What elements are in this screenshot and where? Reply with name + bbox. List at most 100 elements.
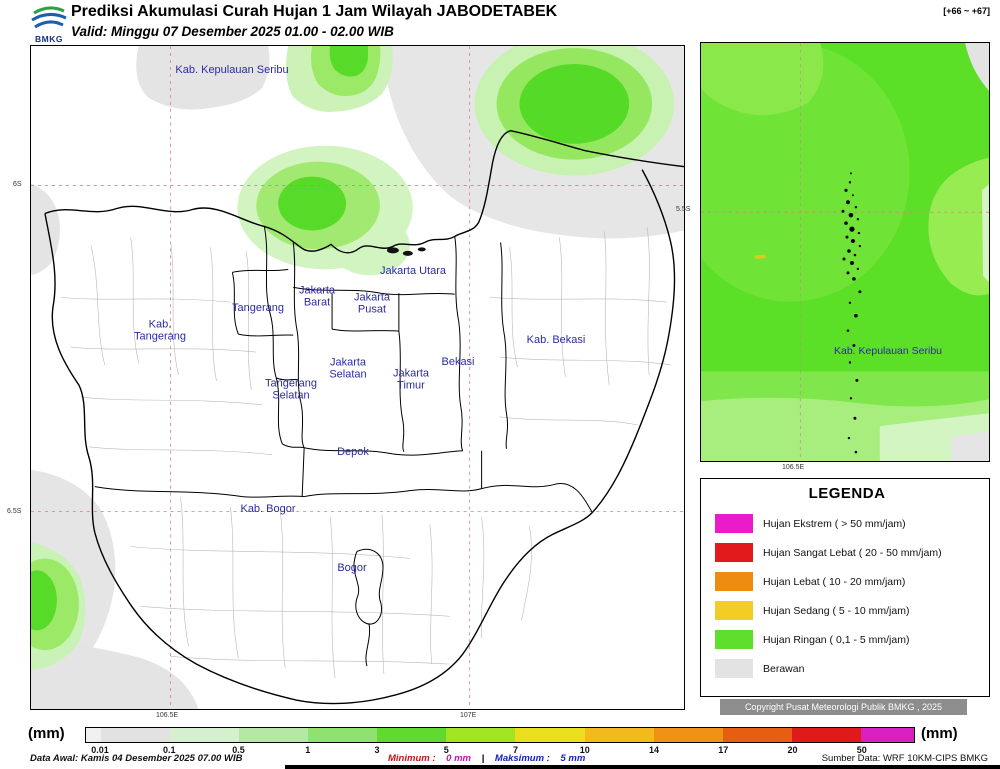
coastal-features — [386, 247, 426, 256]
maksimum-value: 5 mm — [560, 753, 586, 764]
legend-title: LEGENDA — [808, 485, 886, 502]
colorbar-tick-label: 5 — [443, 745, 449, 755]
colorbar-segment — [860, 728, 914, 742]
colorbar-segment — [515, 728, 585, 742]
maksimum-label: Maksimum : — [494, 753, 550, 764]
legend-items: Hujan Ekstrem ( > 50 mm/jam) Hujan Sangat… — [715, 509, 979, 683]
rain-patches — [31, 46, 684, 709]
lat-tick-label: 6.5S — [7, 508, 22, 515]
region-label: Kab. Bekasi — [526, 333, 586, 346]
lat-tick-label: 5.5S — [676, 206, 691, 213]
colorbar-tick-label: 0.1 — [163, 745, 176, 755]
header: BMKG Prediksi Akumulasi Curah Hujan 1 Ja… — [0, 0, 1000, 45]
valid-subtitle: Valid: Minggu 07 Desember 2025 01.00 - 0… — [71, 24, 394, 39]
legend-color-swatch — [715, 572, 753, 591]
legend-item: Hujan Lebat ( 10 - 20 mm/jam) — [715, 567, 979, 596]
forecast-window: [+66 ~ +67] — [943, 6, 990, 16]
colorbar-segment — [86, 728, 102, 742]
legend-item: Hujan Sangat Lebat ( 20 - 50 mm/jam) — [715, 538, 979, 567]
graticule-lines — [31, 46, 684, 709]
colorbar-tick-label: 17 — [718, 745, 729, 755]
lon-tick-label: 106.5E — [782, 464, 805, 471]
lon-tick-label: 107E — [460, 712, 477, 719]
page-title: Prediksi Akumulasi Curah Hujan 1 Jam Wil… — [71, 3, 558, 20]
legend-item: Hujan Ekstrem ( > 50 mm/jam) — [715, 509, 979, 538]
colorbar-tick-label: 14 — [649, 745, 660, 755]
bmkg-logo: BMKG — [26, 2, 72, 46]
colorbar-ticks: 0.01 0.1 0.5 1 3 5 7 10 14 17 20 50 — [85, 745, 915, 757]
colorbar-tick-label: 50 — [856, 745, 867, 755]
data-awal-text: Data Awal: Kamis 04 Desember 2025 07.00 … — [30, 753, 243, 764]
bmkg-logo-text: BMKG — [35, 34, 63, 44]
colorbar-segment — [239, 728, 309, 742]
minimum-label: Minimum : — [388, 753, 436, 764]
region-label: Bogor — [337, 561, 367, 574]
legend-color-swatch — [715, 514, 753, 533]
region-label: Kab. Kepulauan Seribu — [175, 63, 289, 76]
inset-map — [700, 42, 990, 462]
lat-tick-label: 6S — [13, 181, 22, 188]
legend-item-label: Hujan Ekstrem ( > 50 mm/jam) — [763, 517, 906, 530]
colorbar-segment — [653, 728, 723, 742]
legend-item-label: Berawan — [763, 662, 805, 675]
region-label: Tangerang — [232, 301, 284, 314]
minmax-text: Minimum : 0 mm | Maksimum : 5 mm — [388, 753, 585, 764]
legend-item: Berawan — [715, 654, 979, 683]
legend-panel: LEGENDA Hujan Ekstrem ( > 50 mm/jam) Huja… — [700, 478, 990, 697]
island-dots — [841, 172, 862, 454]
colorbar-segment — [722, 728, 792, 742]
region-label: Kab. Bogor — [240, 502, 296, 515]
colorbar-segment — [446, 728, 516, 742]
region-label: Tangerang Selatan — [265, 377, 317, 402]
inset-graticule — [701, 43, 989, 461]
main-map-svg — [31, 46, 684, 709]
legend-item-label: Hujan Lebat ( 10 - 20 mm/jam) — [763, 575, 906, 588]
legend-color-swatch — [715, 659, 753, 678]
colorbar-segment — [101, 728, 171, 742]
region-borders — [44, 130, 684, 705]
colorbar-tick-label: 3 — [374, 745, 380, 755]
colorbar — [85, 727, 915, 743]
colorbar-segment — [308, 728, 378, 742]
legend-item-label: Hujan Sangat Lebat ( 20 - 50 mm/jam) — [763, 546, 942, 559]
region-label: Kab. Tangerang — [134, 318, 186, 343]
legend-color-swatch — [715, 601, 753, 620]
region-label: Bekasi — [441, 355, 475, 368]
colorbar-unit-left: (mm) — [28, 725, 65, 742]
colorbar-segment — [170, 728, 240, 742]
colorbar-tick-label: 0.5 — [232, 745, 245, 755]
legend-item-label: Hujan Sedang ( 5 - 10 mm/jam) — [763, 604, 910, 617]
colorbar-tick-label: 1 — [305, 745, 311, 755]
region-label: Jakarta Pusat — [353, 291, 391, 316]
sumber-data-text: Sumber Data: WRF 10KM-CIPS BMKG — [821, 753, 988, 764]
legend-item-label: Hujan Ringan ( 0,1 - 5 mm/jam) — [763, 633, 910, 646]
colorbar-tick-label: 10 — [579, 745, 590, 755]
minimum-value: 0 mm — [446, 753, 471, 764]
region-label: Jakarta Utara — [379, 264, 447, 277]
bmkg-logo-icon — [31, 6, 67, 29]
inset-map-svg — [701, 43, 989, 461]
colorbar-tick-label: 0.01 — [91, 745, 109, 755]
copyright-bar: Copyright Pusat Meteorologi Publik BMKG … — [720, 699, 967, 715]
colorbar-segment — [584, 728, 654, 742]
legend-item: Hujan Sedang ( 5 - 10 mm/jam) — [715, 596, 979, 625]
city-borders — [94, 226, 593, 667]
lon-tick-label: 106.5E — [156, 712, 179, 719]
colorbar-tick-label: 7 — [513, 745, 519, 755]
legend-color-swatch — [715, 630, 753, 649]
inset-rain-patches — [701, 43, 989, 461]
region-label: Jakarta Timur — [392, 367, 430, 392]
inset-region-label: Kab. Kepulauan Seribu — [834, 345, 942, 358]
district-boundary-lines — [60, 227, 672, 679]
main-map — [30, 45, 685, 710]
colorbar-segment — [791, 728, 861, 742]
legend-item: Hujan Ringan ( 0,1 - 5 mm/jam) — [715, 625, 979, 654]
colorbar-tick-label: 20 — [787, 745, 798, 755]
bottom-bar — [285, 765, 1000, 769]
region-label: Depok — [337, 445, 369, 458]
region-label: Jakarta Selatan — [329, 356, 367, 381]
minmax-separator: | — [481, 753, 485, 764]
legend-color-swatch — [715, 543, 753, 562]
colorbar-unit-right: (mm) — [921, 725, 958, 742]
